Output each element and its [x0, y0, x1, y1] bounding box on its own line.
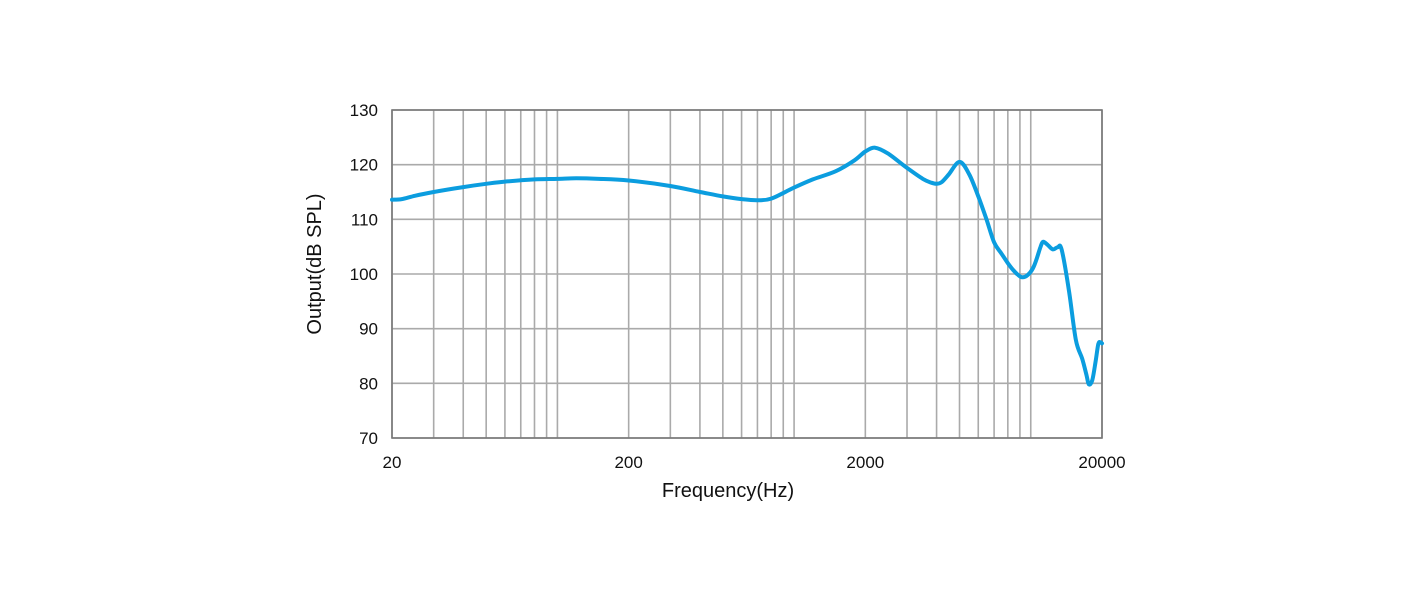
x-tick-label: 20: [383, 453, 402, 472]
y-tick-label: 80: [359, 374, 378, 393]
y-tick-label: 110: [351, 210, 378, 229]
plot-frame: [391, 109, 1103, 439]
series-line: [390, 145, 1104, 387]
tick-labels: 70 80 90 100 110 120 130 20 200 2000 20000: [350, 101, 1126, 472]
x-tick-label: 2000: [846, 453, 884, 472]
y-tick-label: 90: [359, 320, 378, 339]
y-tick-label: 120: [350, 156, 378, 175]
series-layer: [390, 145, 1104, 387]
y-tick-label: 100: [350, 265, 378, 284]
x-tick-label: 200: [614, 453, 642, 472]
x-tick-label: 20000: [1078, 453, 1125, 472]
grid: [391, 109, 1103, 439]
x-axis-label: Frequency(Hz): [662, 480, 794, 502]
y-axis-label: Output(dB SPL): [304, 193, 326, 334]
y-tick-label: 70: [359, 429, 378, 448]
y-tick-label: 130: [350, 101, 378, 120]
